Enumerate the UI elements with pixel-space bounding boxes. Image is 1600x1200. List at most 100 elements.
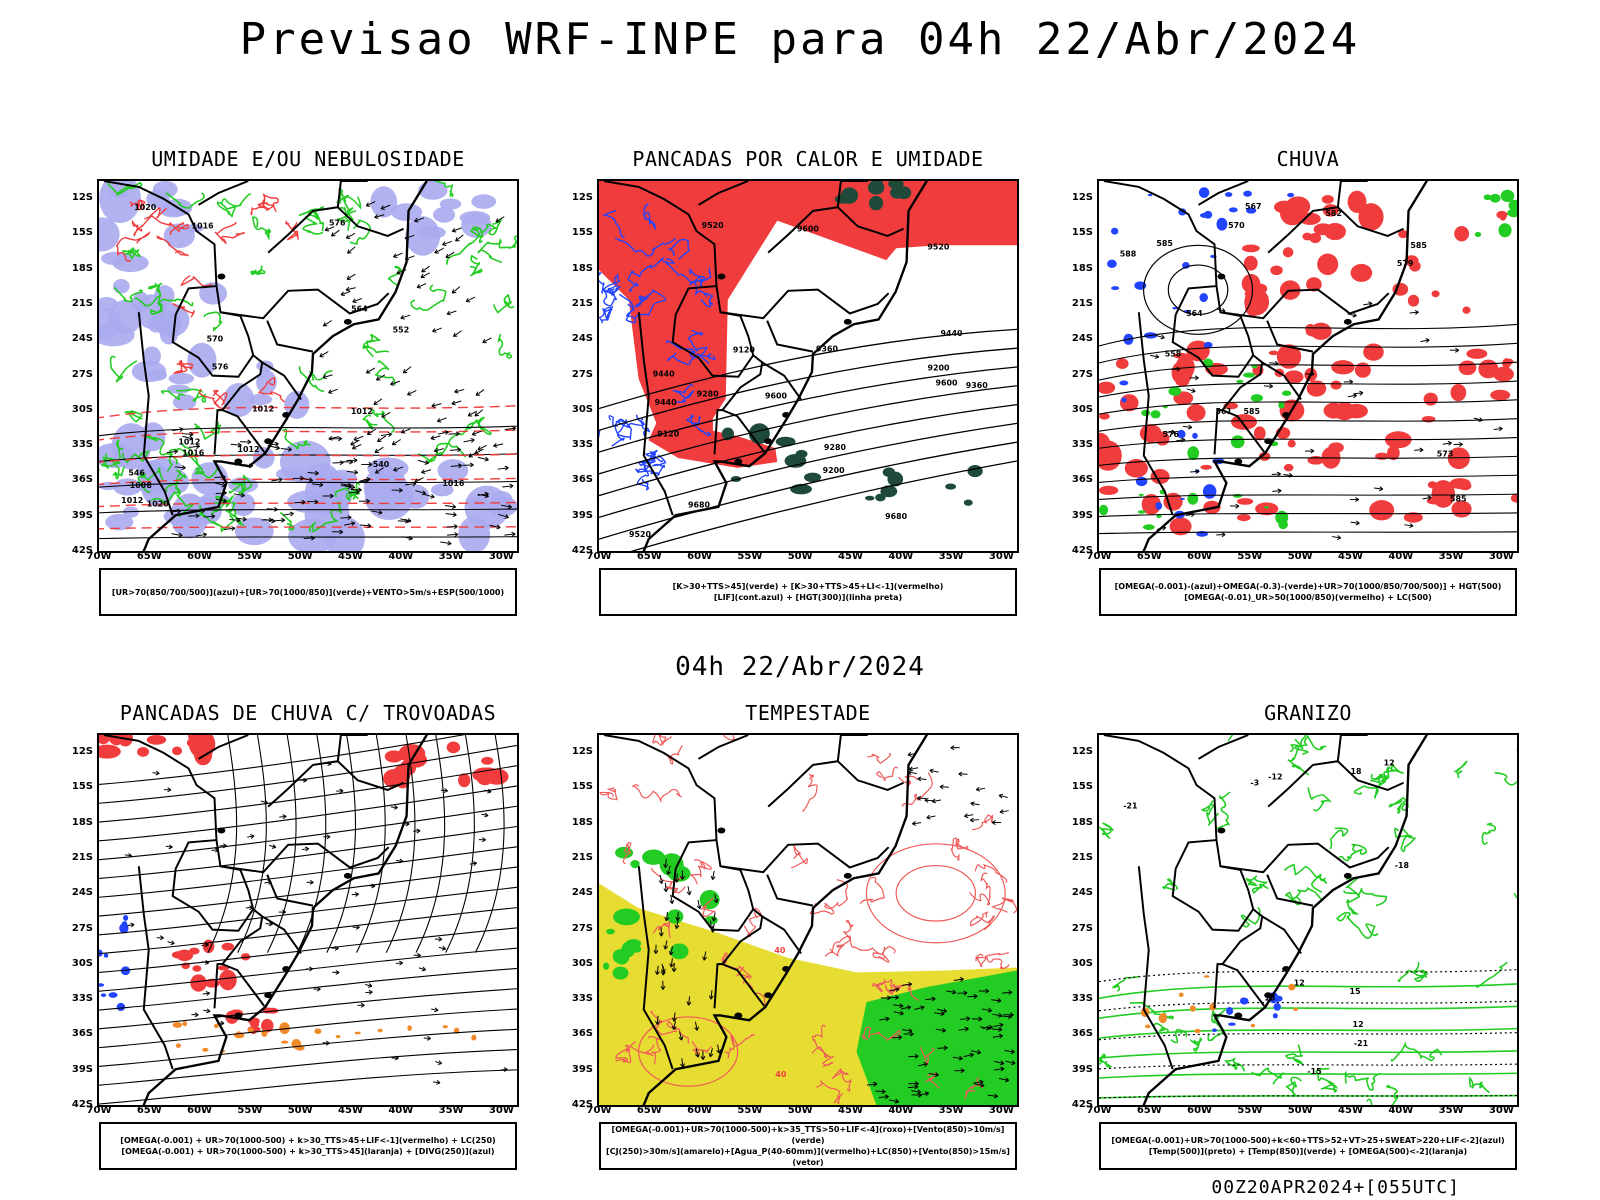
longitude-axis: 70W 65W 60W 55W 50W 45W 40W 35W 30W xyxy=(87,551,519,565)
latitude-tick-label: 30S xyxy=(1071,957,1093,969)
legend-line: [OMEGA(-0.001)-(azul)+OMEGA(-0.3)-(verde… xyxy=(1114,582,1502,591)
latitude-tick-label: 36S xyxy=(1071,474,1093,486)
map-canvas: 9680 9680 9600 9520 9600 9440 9520 9440 9360 9280… xyxy=(599,181,1017,551)
panel-legend: [UR>70(850/700/500)](azul)+[UR>70(1000/8… xyxy=(99,568,517,616)
legend-line: [OMEGA(-0.01)_UR>50(1000/850)(vermelho) … xyxy=(1184,593,1432,602)
map-canvas: 585 585 585 582 579 576 573 570 567 564 561 558 585 5… xyxy=(1099,181,1517,551)
border-line xyxy=(1266,320,1314,353)
latitude-tick-label: 12S xyxy=(1071,192,1093,203)
contour-label: 1016 xyxy=(442,479,465,488)
contour-label: 9120 xyxy=(733,346,756,355)
panel-legend: [OMEGA(-0.001) + UR>70(1000-500) + k>30_… xyxy=(99,1122,517,1170)
latitude-tick-label: 18S xyxy=(71,816,93,828)
latitude-tick-label: 42S xyxy=(571,1099,593,1110)
contour-label: 1016 xyxy=(192,221,215,230)
border-line xyxy=(713,963,723,1009)
latitude-tick-label: 15S xyxy=(571,227,593,239)
legend-line: [OMEGA(-0.001)+UR>70(1000-500)+k<60+TTS>… xyxy=(1111,1136,1505,1145)
border-line xyxy=(1261,361,1302,401)
contour-label: 9360 xyxy=(816,344,839,353)
border-line xyxy=(698,181,749,206)
latitude-tick-label: 21S xyxy=(1071,851,1093,863)
contour-label: 9520 xyxy=(927,242,950,251)
latitude-tick-label: 15S xyxy=(571,781,593,793)
longitude-tick-label: 35W xyxy=(1438,1105,1464,1116)
latitude-tick-label: 27S xyxy=(1071,368,1093,380)
longitude-axis: 70W 65W 60W 55W 50W 45W 40W 35W 30W xyxy=(587,551,1019,565)
border-line xyxy=(137,866,174,1070)
border-line xyxy=(1220,842,1390,874)
border-line xyxy=(1137,312,1174,516)
border-line xyxy=(767,760,904,808)
latitude-tick-label: 21S xyxy=(71,851,93,863)
longitude-tick-label: 40W xyxy=(888,1105,914,1116)
contour-label: 9440 xyxy=(655,398,678,407)
contour-label: 9680 xyxy=(688,500,711,509)
panel-title: UMIDADE E/OU NEBULOSIDADE xyxy=(151,147,465,171)
contour-label: 1016 xyxy=(182,448,205,457)
latitude-tick-label: 39S xyxy=(1071,509,1093,521)
longitude-axis: 70W 65W 60W 55W 50W 45W 40W 35W 30W xyxy=(587,1105,1019,1119)
contour-label: 561 xyxy=(1215,407,1232,416)
coastline xyxy=(142,735,429,1105)
border-line xyxy=(220,288,390,320)
contour-label: 18 xyxy=(1264,994,1276,1003)
contour-label: 540 xyxy=(373,460,390,469)
lake-mark xyxy=(764,992,773,999)
longitude-tick-label: 60W xyxy=(687,551,713,562)
latitude-tick-label: 12S xyxy=(1071,746,1093,757)
contour-label: -12 xyxy=(1268,773,1282,782)
border-line xyxy=(1213,409,1223,455)
lake-mark xyxy=(1217,827,1226,834)
longitude-tick-label: 45W xyxy=(338,551,363,562)
valid-time-subtitle: 04h 22/Abr/2024 xyxy=(675,652,925,682)
lake-mark xyxy=(234,1012,243,1019)
latitude-axis: 12S 15S 18S 21S 24S 27S 30S 33S 36S 39S 42S xyxy=(57,179,97,556)
panel-legend: [K>30+TTS>45](verde) + [K>30+TTS>45+LI<-… xyxy=(599,568,1017,616)
lake-mark xyxy=(1217,273,1226,280)
contour-label: 1012 xyxy=(178,438,200,447)
border-line xyxy=(766,874,814,907)
latitude-tick-label: 39S xyxy=(571,509,593,521)
lake-mark xyxy=(343,872,352,879)
contour-label: 585 xyxy=(1410,241,1427,250)
border-line xyxy=(336,735,368,762)
longitude-tick-label: 65W xyxy=(636,551,662,562)
panel-title: GRANIZO xyxy=(1264,701,1352,725)
contour-label: 9600 xyxy=(765,391,788,400)
border-line xyxy=(1220,288,1390,320)
latitude-tick-label: 36S xyxy=(571,1028,593,1040)
contour-label: 9200 xyxy=(927,363,950,372)
geography-layer xyxy=(603,735,929,1105)
latitude-tick-label: 24S xyxy=(71,887,93,899)
border-line xyxy=(1213,963,1223,1009)
contour-label: 570 xyxy=(1228,221,1245,230)
map-canvas xyxy=(99,735,517,1105)
longitude-tick-label: 70W xyxy=(1086,1105,1112,1116)
panel-title: TEMPESTADE xyxy=(745,701,871,725)
latitude-tick-label: 36S xyxy=(1071,1028,1093,1040)
longitude-tick-label: 55W xyxy=(1237,551,1263,562)
longitude-tick-label: 65W xyxy=(636,1105,662,1116)
latitude-tick-label: 24S xyxy=(1071,887,1093,899)
longitude-tick-label: 60W xyxy=(187,551,213,562)
latitude-tick-label: 30S xyxy=(571,957,593,969)
border-line xyxy=(836,181,868,208)
longitude-tick-label: 45W xyxy=(1338,1105,1363,1116)
contour-label: 564 xyxy=(1186,309,1203,318)
lake-mark xyxy=(1234,1012,1243,1019)
contour-label: -18 xyxy=(1395,861,1410,870)
lake-mark xyxy=(1234,458,1243,465)
latitude-tick-label: 18S xyxy=(71,262,93,274)
latitude-tick-label: 30S xyxy=(71,957,93,969)
contour-label: 9600 xyxy=(935,379,958,388)
contour-label: 576 xyxy=(212,362,229,371)
longitude-tick-label: 55W xyxy=(237,1105,263,1116)
border-line xyxy=(698,735,749,760)
latitude-tick-label: 15S xyxy=(71,781,93,793)
latitude-tick-label: 12S xyxy=(571,192,593,203)
longitude-tick-label: 60W xyxy=(1187,1105,1213,1116)
longitude-tick-label: 60W xyxy=(1187,551,1213,562)
latitude-tick-label: 36S xyxy=(71,474,93,486)
lake-mark xyxy=(264,992,273,999)
